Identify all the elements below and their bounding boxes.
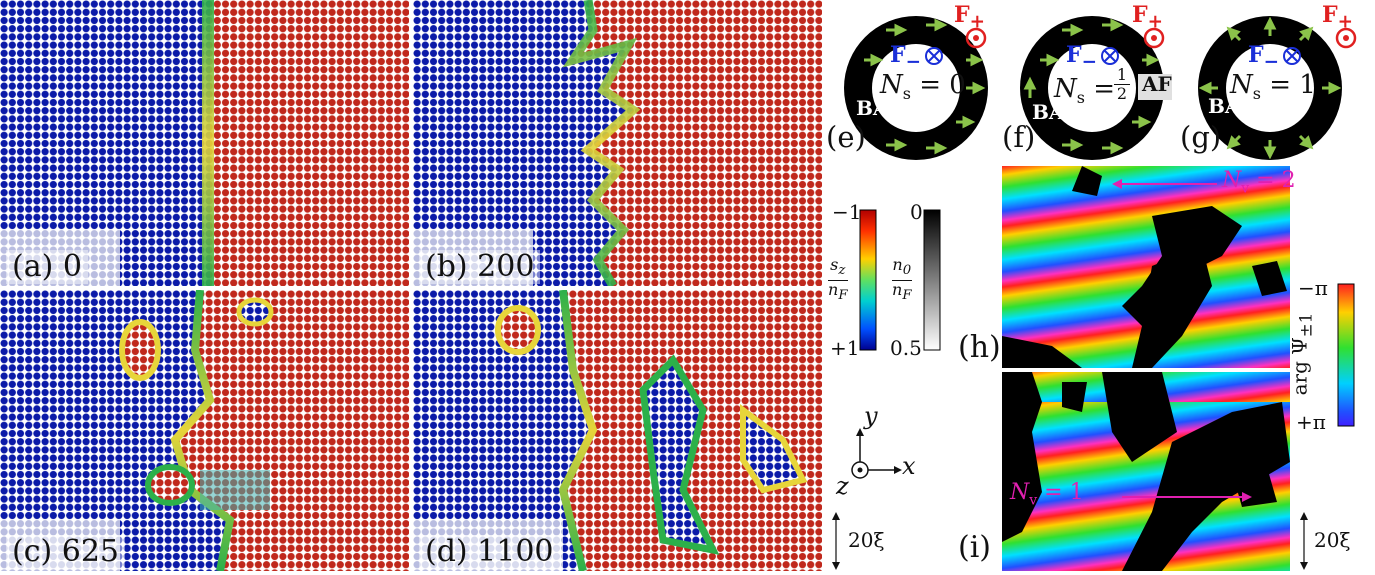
- scale-bar-right-label: 20ξ: [1314, 528, 1351, 552]
- colorbar-n0-top: 0: [910, 200, 923, 224]
- colorbar-phase-top: −π: [1298, 276, 1328, 300]
- ring-f-ba: BA: [1032, 100, 1065, 124]
- ring-f-fplus: F+: [1132, 2, 1163, 33]
- panel-b-label: (b) 200: [419, 250, 541, 284]
- ring-f-letter: (f): [1002, 120, 1036, 154]
- ring-g-fminus: F−: [1248, 42, 1279, 73]
- scale-bar-left: 20ξ: [828, 510, 898, 571]
- scale-bar-right: 20ξ: [1296, 510, 1375, 571]
- sim-panel-b: (b) 200: [413, 0, 822, 286]
- panel-a-label: (a) 0: [6, 250, 88, 284]
- sim-panel-c: (c) 625: [0, 290, 409, 571]
- sim-panel-d: (d) 1100: [413, 290, 822, 571]
- panel-d-label: (d) 1100: [419, 535, 560, 569]
- phase-i-annotation: Nv = 1: [1010, 480, 1084, 509]
- colorbar-sz: −1 +1 sz nF: [826, 200, 886, 360]
- ring-e-ns: Ns = 0: [880, 70, 966, 104]
- phase-panel-i: Nv = 1: [1002, 372, 1290, 575]
- colorbar-sz-top: −1: [832, 200, 862, 224]
- ring-f-af: AF: [1142, 72, 1172, 96]
- ring-e-letter: (e): [826, 120, 866, 154]
- phase-h-letter: (h): [958, 330, 1001, 365]
- scale-bar-left-label: 20ξ: [848, 528, 885, 552]
- ring-g-fplus: F+: [1322, 2, 1353, 33]
- axis-y-label: y: [864, 402, 878, 430]
- phase-panel-h: Nv = 2: [1002, 166, 1296, 368]
- ring-f-fminus: F−: [1066, 42, 1097, 73]
- ring-e-ba: BA: [856, 96, 889, 120]
- ring-g-ba: BA: [1208, 94, 1241, 118]
- colorbar-n0: 0 0.5 n0 nF: [888, 200, 948, 360]
- ring-e-fplus: F+: [954, 2, 985, 33]
- colorbar-n0-bottom: 0.5: [890, 336, 922, 360]
- colorbar-phase-bottom: +π: [1296, 410, 1326, 434]
- colorbar-sz-bottom: +1: [830, 336, 860, 360]
- ring-g: F+ F− Ns = 1 BA (g): [1180, 0, 1370, 165]
- ring-g-ns: Ns = 1: [1230, 70, 1316, 104]
- ring-f-ns: Ns =: [1054, 74, 1116, 108]
- panel-c-label: (c) 625: [6, 535, 126, 569]
- ring-g-letter: (g): [1180, 120, 1222, 154]
- colorbar-phase: −π +π arg Ψ±1: [1287, 276, 1375, 438]
- colorbar-phase-label: arg Ψ±1: [1287, 312, 1316, 396]
- colorbar-sz-label: sz nF: [828, 255, 848, 304]
- axis-x-label: x: [902, 452, 916, 480]
- axis-z-label: z: [836, 472, 849, 500]
- ring-e: F+ F− Ns = 0 BA (e): [826, 0, 1001, 165]
- sim-panel-a: (a) 0: [0, 0, 409, 286]
- phase-i-letter: (i): [958, 530, 992, 565]
- phase-h-annotation: Nv = 2: [1222, 168, 1296, 197]
- axes-indicator: y x z: [836, 400, 926, 500]
- ring-e-fminus: F−: [890, 42, 921, 73]
- colorbar-n0-label: n0 nF: [892, 255, 912, 304]
